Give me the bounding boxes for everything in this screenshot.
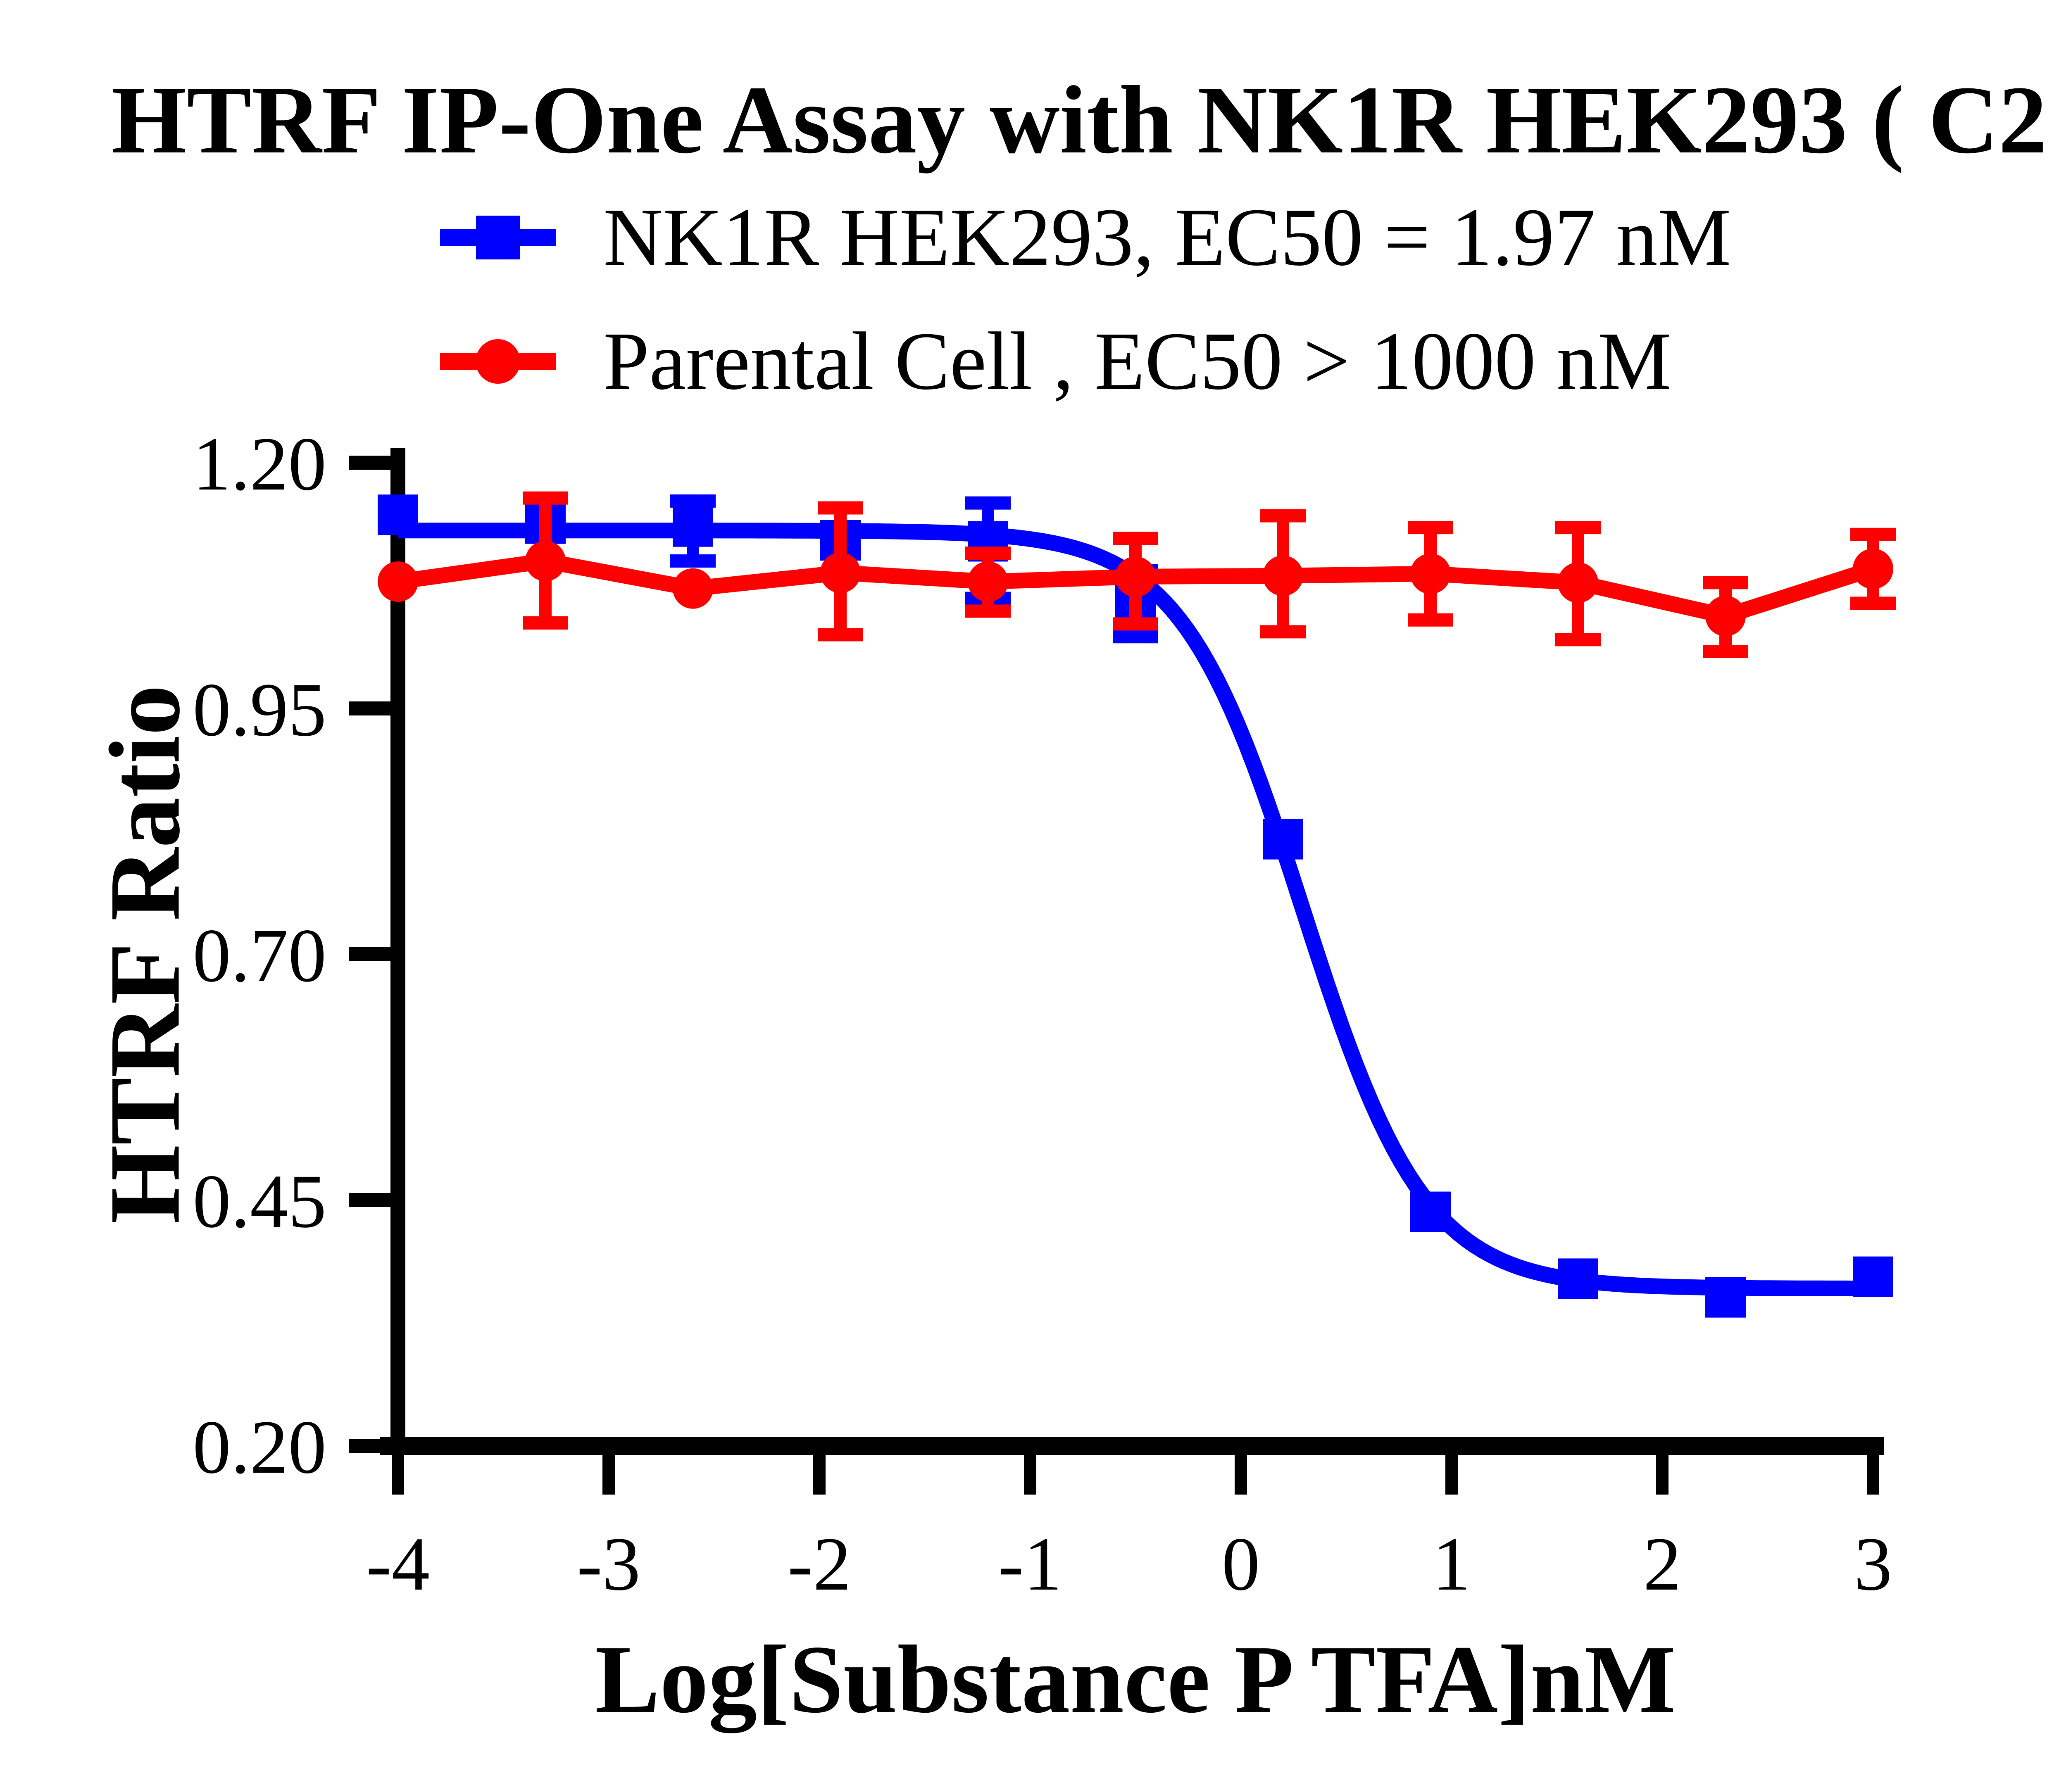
x-tick-label: -4 [366,1522,430,1607]
y-tick-label: 0.20 [193,1405,326,1490]
y-tick-label: 0.70 [193,913,326,998]
parental-data-point [1263,555,1303,596]
legend-square [476,216,520,259]
y-tick-label: 0.45 [193,1159,326,1244]
parental-data-point [1410,553,1451,594]
legend-square-marker-icon [440,216,556,259]
nk1r-data-point [1410,1191,1451,1232]
parental-data-point [968,561,1008,602]
nk1r-data-point [673,506,713,547]
x-tick-label: 2 [1643,1522,1682,1607]
x-tick-label: -1 [998,1522,1062,1607]
chart-title: HTRF IP-One Assay with NK1R HEK293 ( C2 … [111,66,2066,173]
nk1r-data-point [1705,1277,1746,1318]
x-tick-label: -3 [577,1522,640,1607]
x-tick-label: 0 [1222,1522,1260,1607]
y-tick-label: 1.20 [193,422,326,506]
nk1r-data-point [378,494,418,535]
parental-data-point [673,568,713,609]
legend-circle-marker-icon [440,339,556,384]
parental-data-point [1853,549,1893,589]
nk1r-fit-curve [397,523,1874,1296]
legend-circle [476,339,520,384]
x-tick-label: 3 [1854,1522,1892,1607]
parental-data-point [820,552,861,593]
nk1r-data-point [1558,1258,1598,1299]
parental-data-point [1115,556,1156,597]
legend-item-nk1r: NK1R HEK293, EC50 = 1.97 nM [438,194,1731,281]
y-tick-label: 0.95 [193,668,326,752]
parental-data-point [1705,596,1746,637]
parental-data-point [525,541,566,581]
legend-label-nk1r: NK1R HEK293, EC50 = 1.97 nM [603,192,1731,283]
nk1r-data-point [1263,819,1303,860]
parental-data-point [1558,562,1598,603]
parental-data-point [378,561,418,602]
x-axis-title: Log[Substance P TFA]nM [595,1626,1676,1733]
legend-item-parental: Parental Cell , EC50 > 1000 nM [438,318,1671,405]
nk1r-data-point [1853,1256,1893,1297]
x-tick-label: -2 [788,1522,851,1607]
x-tick-label: 1 [1433,1522,1471,1607]
legend-label-parental: Parental Cell , EC50 > 1000 nM [603,316,1671,407]
